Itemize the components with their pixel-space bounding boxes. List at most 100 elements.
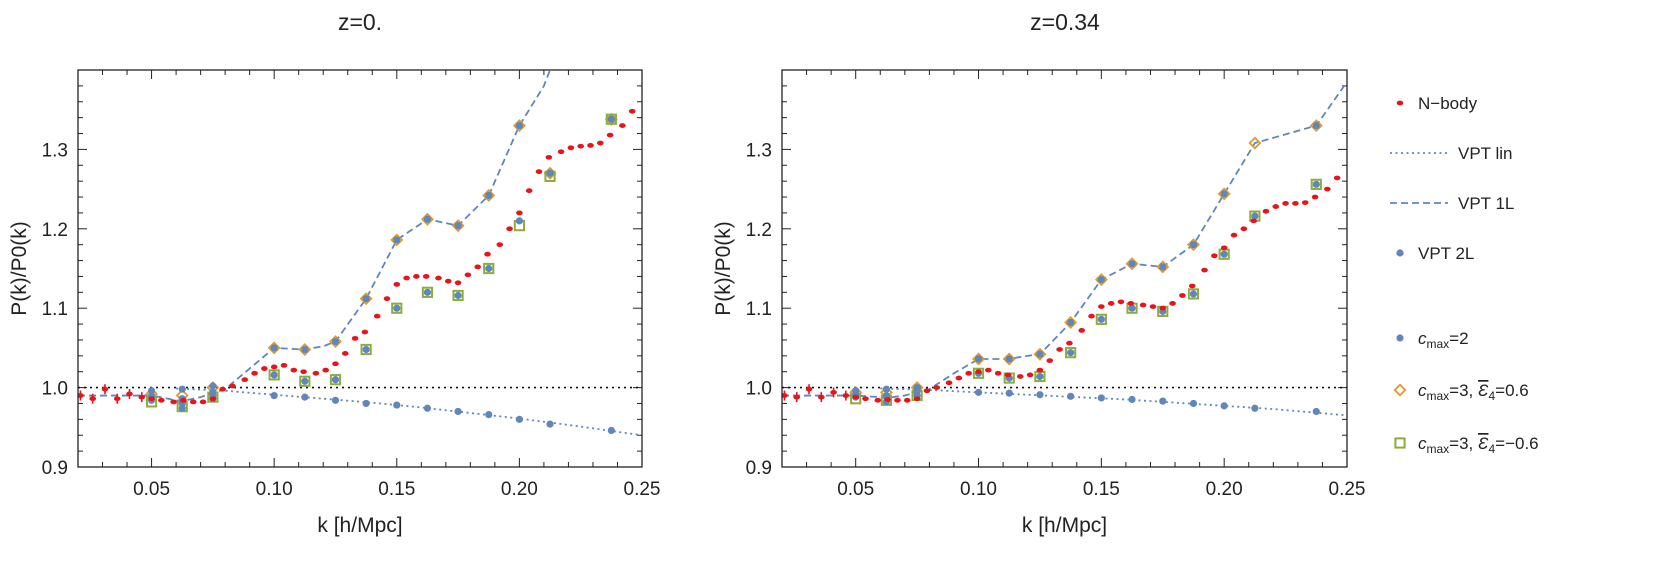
- data-point: [78, 393, 84, 398]
- legend-label-part: =0.6: [1495, 381, 1529, 400]
- data-point: [1159, 263, 1167, 271]
- data-point: [391, 302, 403, 314]
- data-point: [525, 188, 533, 194]
- data-point: [420, 212, 434, 226]
- data-point: [101, 386, 109, 392]
- legend-swatch: [1394, 437, 1406, 449]
- data-point: [1005, 389, 1013, 397]
- data-point: [178, 385, 186, 393]
- data-point: [332, 361, 339, 367]
- data-point: [383, 296, 391, 302]
- data-point: [251, 370, 258, 376]
- x-tick-label: 0.10: [256, 479, 293, 500]
- data-point: [874, 397, 882, 403]
- legend-entry: VPT 2L: [1396, 244, 1474, 263]
- data-point: [209, 396, 217, 402]
- legend-label: cmax=3, Ɛ4=−0.6: [1418, 434, 1539, 456]
- legend-label: N−body: [1418, 94, 1478, 113]
- data-point: [270, 371, 278, 379]
- data-point: [546, 420, 554, 428]
- panel-1: z=0. 0.05 0.10 0.15 0.20 0.25 0.9 1.0 1.1 1.2 1.3 k…: [8, 9, 660, 537]
- data-point: [359, 292, 373, 306]
- legend-label-part: =2: [1449, 329, 1468, 348]
- data-point: [454, 291, 462, 300]
- data-point: [298, 343, 312, 356]
- data-point: [331, 376, 340, 384]
- data-point: [515, 121, 523, 130]
- data-point: [267, 341, 281, 355]
- data-point: [1128, 304, 1136, 312]
- data-point: [312, 370, 320, 376]
- data-point: [1026, 372, 1034, 378]
- data-point: [393, 401, 401, 409]
- y-axis-label: P(k)/P0(k): [8, 221, 31, 316]
- data-point: [1005, 355, 1013, 363]
- data-point: [390, 233, 404, 247]
- data-point: [1220, 190, 1228, 198]
- data-point: [1333, 175, 1341, 181]
- data-point: [1251, 212, 1259, 220]
- data-point: [1128, 260, 1136, 268]
- y-tick-label: 1.0: [746, 379, 772, 400]
- data-point: [362, 399, 370, 408]
- data-point: [280, 362, 288, 368]
- data-point: [1220, 250, 1228, 258]
- series-vpt-2l: [147, 115, 615, 412]
- data-point: [607, 426, 615, 435]
- data-point: [341, 351, 349, 356]
- data-point: [842, 393, 850, 398]
- panel-title: z=0.: [338, 9, 382, 35]
- data-point: [1312, 407, 1320, 416]
- data-point: [913, 396, 921, 402]
- data-point: [1312, 121, 1320, 130]
- data-point: [1067, 318, 1075, 327]
- data-point: [1217, 187, 1231, 201]
- series-vpt-lin: [880, 387, 1347, 417]
- data-point: [301, 393, 309, 401]
- data-point: [1309, 119, 1323, 133]
- data-point: [945, 380, 953, 386]
- legend-entry: VPT lin: [1390, 144, 1513, 163]
- data-point: [1156, 260, 1170, 274]
- data-point: [270, 364, 278, 370]
- data-point: [351, 335, 359, 341]
- data-point: [331, 396, 340, 404]
- data-point: [360, 343, 372, 356]
- data-point: [483, 262, 495, 275]
- data-point: [180, 397, 187, 403]
- legend-label: cmax=2: [1418, 329, 1469, 351]
- data-point: [1189, 290, 1198, 298]
- data-point: [423, 288, 432, 296]
- data-point: [1046, 358, 1054, 364]
- data-point: [1201, 267, 1208, 273]
- data-point: [1301, 200, 1309, 205]
- data-point: [506, 226, 513, 232]
- data-point: [1272, 204, 1280, 209]
- data-point: [403, 275, 410, 281]
- legend-label-part: =3,: [1449, 381, 1478, 400]
- data-point: [587, 143, 594, 148]
- data-point: [484, 251, 491, 257]
- data-point: [1097, 315, 1105, 323]
- data-point: [1097, 394, 1105, 402]
- data-point: [1211, 253, 1218, 259]
- data-point: [974, 388, 983, 396]
- data-point: [113, 396, 121, 402]
- data-point: [1310, 178, 1322, 190]
- series-c-max-3-e4-0-6: [850, 178, 1322, 406]
- data-point: [557, 149, 565, 155]
- data-point: [516, 210, 523, 216]
- data-point: [913, 387, 921, 395]
- data-point: [1169, 301, 1176, 306]
- data-point: [1094, 273, 1108, 287]
- legend-entry: cmax=3, Ɛ4=−0.6: [1394, 434, 1539, 456]
- data-point: [1186, 238, 1200, 252]
- data-point: [329, 374, 342, 386]
- data-point: [1262, 208, 1270, 214]
- y-tick-label: 0.9: [746, 458, 772, 479]
- x-tick-label: 0.05: [837, 479, 874, 500]
- data-point: [1127, 301, 1135, 306]
- legend-label: VPT 2L: [1418, 244, 1474, 263]
- data-point: [515, 217, 523, 225]
